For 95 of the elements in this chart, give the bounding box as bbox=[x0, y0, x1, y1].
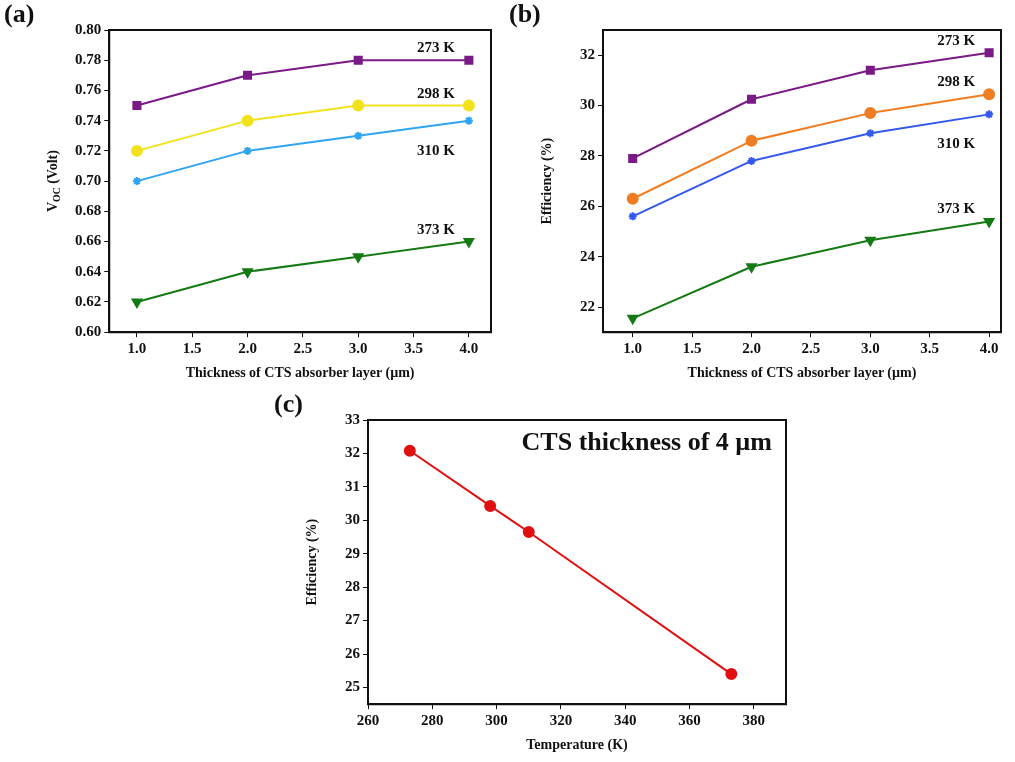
y-tick-label: 28 bbox=[345, 578, 360, 595]
y-axis-title: Efficiency (%) bbox=[303, 518, 320, 606]
y-axis-title: VOC (Volt) bbox=[44, 149, 62, 213]
y-tick-label: 0.68 bbox=[75, 202, 102, 219]
point bbox=[242, 268, 253, 278]
y-tick-label: 0.60 bbox=[75, 323, 102, 340]
y-tick-label: 0.72 bbox=[75, 141, 102, 158]
x-tick-label: 4.0 bbox=[979, 340, 999, 357]
x-axis-title: Thickness of CTS absorber layer (µm) bbox=[185, 365, 415, 382]
point bbox=[132, 101, 142, 111]
point bbox=[745, 134, 758, 147]
x-tick-label: 3.0 bbox=[860, 340, 880, 357]
x-tick-label: 2.5 bbox=[801, 340, 821, 357]
point bbox=[131, 298, 143, 308]
y-tick-label: 27 bbox=[345, 611, 361, 628]
y-tick-label: 0.74 bbox=[75, 111, 102, 128]
point bbox=[353, 55, 363, 65]
x-tick-label: 260 bbox=[356, 712, 380, 729]
point bbox=[353, 130, 364, 141]
y-tick-label: 25 bbox=[345, 678, 360, 695]
y-tick-label: 30 bbox=[580, 96, 595, 113]
point bbox=[484, 499, 497, 512]
y-tick-label: 32 bbox=[580, 46, 595, 63]
y-tick-label: 29 bbox=[345, 544, 360, 561]
annotation: CTS thickness of 4 µm bbox=[521, 426, 773, 456]
x-axis-title: Temperature (K) bbox=[526, 737, 629, 754]
point bbox=[627, 314, 639, 325]
x-tick-label: 360 bbox=[678, 712, 701, 729]
y-tick-label: 33 bbox=[345, 410, 360, 427]
series-label: 373 K bbox=[937, 200, 976, 217]
x-tick-label: 340 bbox=[613, 712, 637, 729]
series-label: 298 K bbox=[416, 84, 456, 101]
y-tick-label: 26 bbox=[580, 197, 596, 214]
point bbox=[403, 444, 416, 457]
y-tick-label: 0.70 bbox=[75, 171, 102, 188]
point bbox=[464, 55, 474, 65]
series-label: 273 K bbox=[937, 31, 976, 48]
x-tick-label: 3.0 bbox=[348, 340, 368, 357]
point bbox=[983, 88, 996, 101]
point bbox=[984, 48, 994, 58]
x-tick-label: 3.5 bbox=[404, 340, 423, 357]
point bbox=[241, 114, 254, 127]
point bbox=[130, 144, 143, 157]
chart-title: (a) bbox=[4, 0, 35, 28]
point bbox=[628, 153, 638, 163]
y-tick-label: 31 bbox=[345, 477, 360, 494]
x-tick-label: 2.5 bbox=[293, 340, 313, 357]
point bbox=[864, 236, 876, 247]
y-tick-label: 0.78 bbox=[75, 51, 102, 68]
y-tick-label: 30 bbox=[345, 511, 360, 528]
y-tick-label: 24 bbox=[580, 247, 596, 264]
x-tick-label: 1.5 bbox=[182, 340, 202, 357]
y-tick-label: 0.64 bbox=[75, 262, 102, 279]
point bbox=[865, 128, 876, 139]
y-tick-label: 26 bbox=[345, 644, 361, 661]
series-label: 310 K bbox=[937, 135, 976, 152]
point bbox=[462, 99, 475, 112]
point bbox=[626, 192, 639, 205]
x-tick-label: 2.0 bbox=[742, 340, 761, 357]
point bbox=[522, 526, 535, 539]
point bbox=[352, 253, 364, 263]
y-tick-label: 0.76 bbox=[75, 81, 102, 98]
series-label: 310 K bbox=[416, 141, 456, 158]
x-tick-label: 1.5 bbox=[682, 340, 702, 357]
x-tick-label: 380 bbox=[742, 712, 766, 729]
point bbox=[243, 70, 253, 80]
point bbox=[725, 668, 738, 681]
point bbox=[463, 238, 475, 248]
point bbox=[746, 263, 757, 273]
x-tick-label: 1.0 bbox=[623, 340, 643, 357]
x-tick-label: 320 bbox=[549, 712, 573, 729]
point bbox=[983, 217, 995, 228]
point bbox=[865, 65, 875, 75]
y-tick-label: 32 bbox=[345, 444, 360, 461]
x-tick-label: 2.0 bbox=[238, 340, 257, 357]
x-tick-label: 4.0 bbox=[459, 340, 479, 357]
y-tick-label: 0.66 bbox=[75, 232, 102, 249]
x-tick-label: 1.0 bbox=[127, 340, 147, 357]
y-axis-title: Efficiency (%) bbox=[538, 137, 555, 225]
chart-title: (c) bbox=[274, 388, 303, 418]
x-tick-label: 3.5 bbox=[920, 340, 940, 357]
series-label: 273 K bbox=[416, 39, 456, 56]
point bbox=[746, 94, 757, 104]
x-axis-title: Thickness of CTS absorber layer (µm) bbox=[687, 365, 917, 382]
x-tick-label: 280 bbox=[421, 712, 444, 729]
y-tick-label: 28 bbox=[580, 146, 595, 163]
y-tick-label: 0.62 bbox=[75, 292, 102, 309]
series-label: 298 K bbox=[937, 73, 976, 90]
y-tick-label: 0.80 bbox=[75, 20, 102, 37]
chart-title: (b) bbox=[509, 0, 541, 28]
point bbox=[352, 99, 365, 112]
x-tick-label: 300 bbox=[485, 712, 508, 729]
y-tick-label: 22 bbox=[580, 297, 595, 314]
point bbox=[864, 107, 877, 120]
series-label: 373 K bbox=[416, 220, 456, 237]
